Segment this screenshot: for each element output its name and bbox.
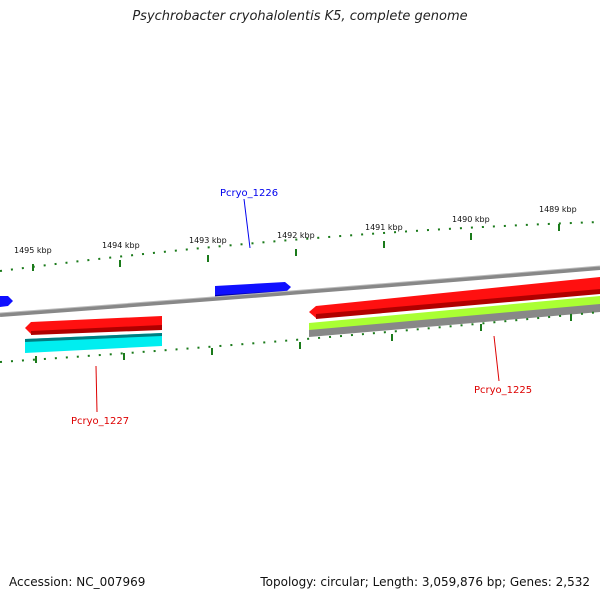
feature-lime <box>309 296 600 337</box>
gene-label-pcryo-1227[interactable]: Pcryo_1227 <box>71 416 129 427</box>
genome-title: Psychrobacter cryohalolentis K5, complet… <box>132 9 468 24</box>
genome-backbone <box>0 265 600 317</box>
leader-line-pcryo-1225 <box>493 335 500 382</box>
leader-line-pcryo-1227 <box>95 365 98 413</box>
genome-summary: Topology: circular; Length: 3,059,876 bp… <box>260 575 590 589</box>
inner-tick-ring <box>0 311 600 363</box>
accession-label: Accession: NC_007969 <box>9 575 146 589</box>
gene-label-pcryo-1226[interactable]: Pcryo_1226 <box>220 188 278 199</box>
tick-label: 1494 kbp <box>102 241 140 250</box>
tick-label: 1495 kbp <box>14 246 52 255</box>
gene-pcryo-1225[interactable] <box>309 277 600 319</box>
tick-label: 1493 kbp <box>189 236 227 245</box>
tick-label: 1491 kbp <box>365 223 403 232</box>
gene-pcryo-1227[interactable] <box>25 316 162 335</box>
gene-label-pcryo-1225[interactable]: Pcryo_1225 <box>474 385 532 396</box>
gene-edge-left <box>0 296 13 307</box>
tick-label: 1489 kbp <box>539 205 577 214</box>
feature-cyan <box>25 333 162 353</box>
outer-tick-ring <box>0 221 600 272</box>
leader-line-pcryo-1226 <box>243 198 251 249</box>
tick-label: 1490 kbp <box>452 215 490 224</box>
tick-label: 1492 kbp <box>277 231 315 240</box>
